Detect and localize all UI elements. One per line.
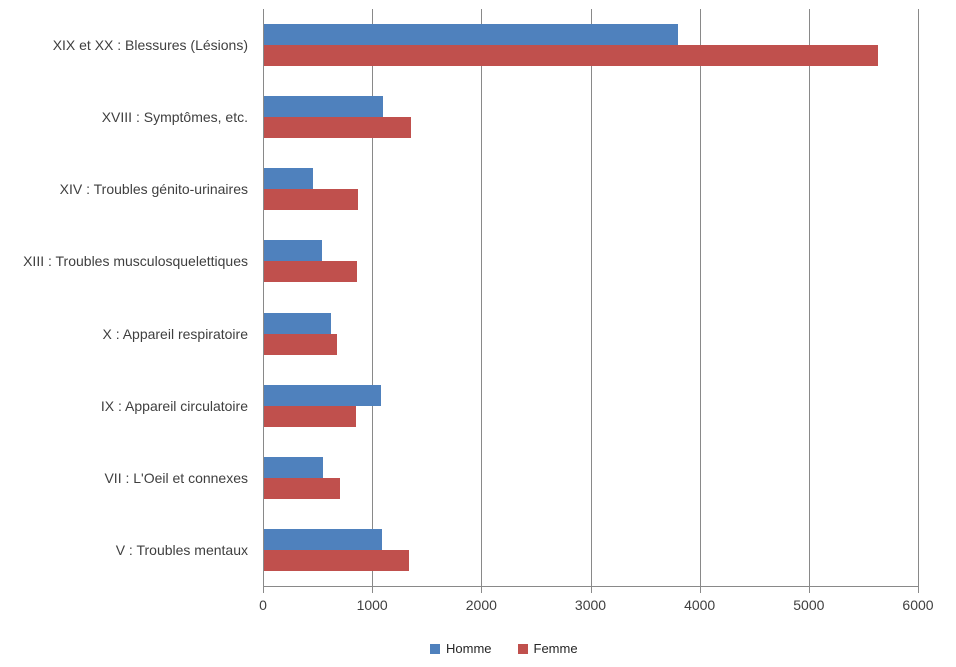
bar-femme xyxy=(264,189,359,211)
x-tick-label: 1000 xyxy=(356,597,388,613)
category-label: V : Troubles mentaux xyxy=(115,541,248,558)
x-tick-label: 0 xyxy=(259,597,267,613)
category-label: XIII : Troubles musculosquelettiques xyxy=(23,253,248,270)
x-tick-mark xyxy=(590,586,592,593)
bar-homme xyxy=(264,96,383,118)
category-label: X : Appareil respiratoire xyxy=(102,325,248,342)
category-axis-line xyxy=(263,9,264,586)
bar-femme xyxy=(264,549,409,571)
x-tick-label: 3000 xyxy=(574,597,607,613)
x-tick-mark xyxy=(481,586,483,593)
x-tick-mark xyxy=(918,586,919,593)
bar-homme xyxy=(264,312,331,334)
x-tick-label: 2000 xyxy=(465,597,497,613)
gridline xyxy=(808,9,810,586)
bar-femme xyxy=(264,117,412,139)
category-label: XIX et XX : Blessures (Lésions) xyxy=(52,37,248,54)
legend-item-femme: Femme xyxy=(517,641,578,656)
legend-label-femme: Femme xyxy=(533,641,578,656)
bar-homme xyxy=(264,168,313,190)
category-label: XIV : Troubles génito-urinaires xyxy=(59,181,248,198)
bar-homme xyxy=(264,384,381,406)
category-label: IX : Appareil circulatoire xyxy=(100,397,248,414)
x-tick-label: 5000 xyxy=(793,597,825,613)
bar-femme xyxy=(264,261,357,283)
x-tick-label: 6000 xyxy=(902,597,934,613)
category-label: VII : L'Oeil et connexes xyxy=(104,469,248,486)
bar-femme xyxy=(264,405,357,427)
bar-homme xyxy=(264,456,324,478)
legend-swatch-homme xyxy=(430,643,440,654)
bar-homme xyxy=(264,528,382,550)
gridline xyxy=(918,9,919,586)
x-tick-mark xyxy=(808,586,810,593)
bar-femme xyxy=(264,477,341,499)
gridline xyxy=(481,9,483,586)
legend-swatch-femme xyxy=(517,643,528,654)
gridline xyxy=(372,9,374,586)
gridline xyxy=(699,9,701,586)
bar-homme xyxy=(264,240,322,262)
bar-femme xyxy=(264,45,878,67)
legend-item-homme: Homme xyxy=(430,641,492,656)
x-tick-mark xyxy=(699,586,701,593)
legend: Homme Femme xyxy=(430,641,578,656)
x-tick-label: 4000 xyxy=(684,597,716,613)
category-label: XVIII : Symptômes, etc. xyxy=(101,109,248,126)
bar-homme xyxy=(264,24,678,46)
gridline xyxy=(590,9,592,586)
legend-label-homme: Homme xyxy=(446,641,492,656)
bar-femme xyxy=(264,333,338,355)
x-tick-mark xyxy=(263,586,264,593)
x-tick-mark xyxy=(372,586,374,593)
